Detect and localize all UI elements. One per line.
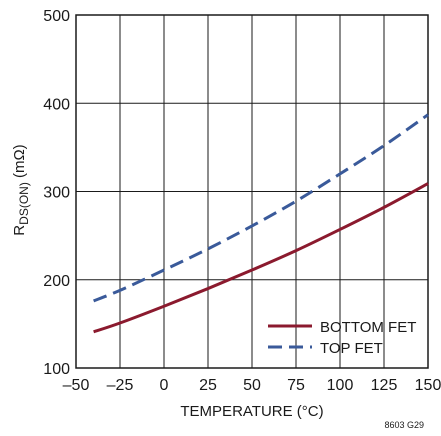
y-axis-title-main: R: [11, 225, 28, 236]
x-tick-label: 0: [160, 377, 169, 394]
y-axis-title-subscript: DS(ON): [17, 182, 31, 225]
x-tick-label: 150: [415, 377, 441, 394]
legend: BOTTOM FET TOP FET: [268, 319, 416, 357]
x-tick-label: 100: [327, 377, 354, 394]
grid: [75, 14, 429, 369]
y-axis-title: RDS(ON) (mΩ): [11, 144, 31, 235]
x-tick-label: 50: [243, 377, 261, 394]
y-tick-label: 400: [43, 96, 70, 113]
legend-label: TOP FET: [320, 340, 383, 357]
y-tick-label: 100: [43, 361, 70, 378]
tick-labels: –50 –25 0 25 50 75 100 125 150 100 200 300 400 500: [43, 8, 441, 394]
series-lines: [93, 113, 429, 334]
y-axis-title-unit: (mΩ): [11, 144, 28, 182]
figure-id: 8603 G29: [384, 420, 424, 430]
y-tick-label: 300: [43, 185, 70, 202]
x-tick-label: –50: [63, 377, 90, 394]
x-tick-label: –25: [107, 377, 134, 394]
x-tick-label: 75: [287, 377, 305, 394]
x-axis-title: TEMPERATURE (°C): [180, 403, 323, 420]
y-tick-label: 200: [43, 273, 70, 290]
x-tick-label: 125: [371, 377, 398, 394]
series-line-bottom-fet: [93, 182, 429, 334]
y-tick-label: 500: [43, 8, 70, 25]
x-tick-label: 25: [199, 377, 217, 394]
legend-label: BOTTOM FET: [320, 319, 416, 336]
series-line-top-fet: [93, 113, 429, 303]
plot-frame: [75, 14, 429, 369]
